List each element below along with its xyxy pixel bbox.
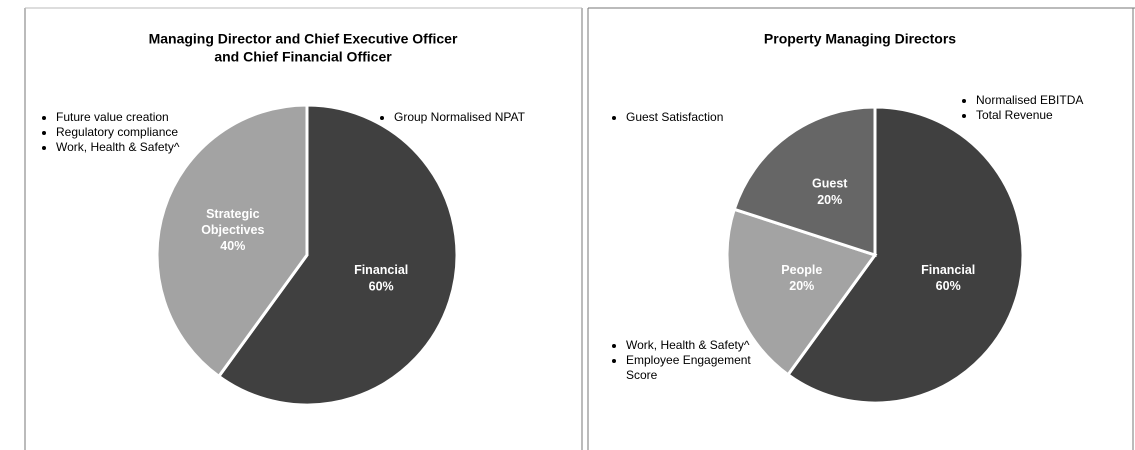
slice-value-label: 20% <box>817 193 842 207</box>
chart-title: and Chief Financial Officer <box>214 49 392 65</box>
annotation-list: Guest Satisfaction <box>610 110 826 125</box>
annotation-item: Work, Health & Safety^ <box>56 140 256 155</box>
annotation-item: Group Normalised NPAT <box>394 110 594 125</box>
annotation-list: Normalised EBITDATotal Revenue <box>960 93 1135 123</box>
pie-slice <box>785 105 1025 405</box>
chart-title: Property Managing Directors <box>764 31 956 47</box>
pie-slice <box>155 103 309 379</box>
pie-slice <box>732 105 877 258</box>
annotation-item: Normalised EBITDA <box>976 93 1135 108</box>
chart-title: Managing Director and Chief Executive Of… <box>149 31 458 47</box>
slice-value-label: 60% <box>936 279 961 293</box>
slice-value-label: 20% <box>789 279 814 293</box>
annotation-item: Future value creation <box>56 110 256 125</box>
slice-label: People <box>781 263 822 277</box>
annotation-item: Regulatory compliance <box>56 125 256 140</box>
pie-slice <box>725 207 878 377</box>
annotation-list: Group Normalised NPAT <box>378 110 594 125</box>
annotation-item: Guest Satisfaction <box>626 110 826 125</box>
annotation-list: Work, Health & Safety^Employee Engagemen… <box>610 338 756 383</box>
slice-label: Financial <box>354 263 408 277</box>
annotation-item: Total Revenue <box>976 108 1135 123</box>
slice-value-label: 40% <box>220 239 245 253</box>
slice-label: Guest <box>812 177 848 191</box>
slice-label: Strategic Objectives <box>201 207 264 237</box>
annotation-list: Future value creationRegulatory complian… <box>40 110 256 155</box>
slice-value-label: 60% <box>369 279 394 293</box>
pie-slice <box>216 103 459 407</box>
annotation-item: Work, Health & Safety^ <box>626 338 756 353</box>
slice-label: Financial <box>921 263 975 277</box>
annotation-item: Employee Engagement Score <box>626 353 756 383</box>
